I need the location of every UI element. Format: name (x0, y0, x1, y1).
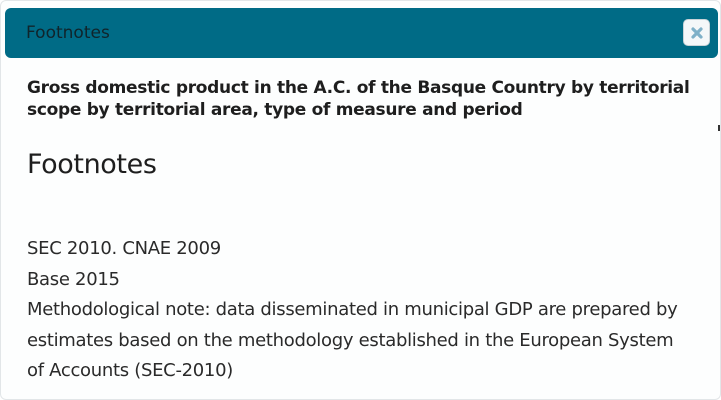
footnote-line: estimates based on the methodology estab… (27, 329, 674, 351)
footnote-line: of Accounts (SEC-2010) (27, 360, 233, 381)
footnotes-list: SEC 2010. CNAE 2009 Base 2015 Methodolog… (27, 234, 707, 387)
table-title: Gross domestic product in the A.C. of th… (27, 78, 690, 120)
section-heading: Footnotes (27, 149, 157, 180)
close-button[interactable] (683, 19, 710, 46)
footnote-line: Methodological note: data disseminated i… (27, 299, 678, 320)
dialog-titlebar[interactable]: Footnotes (5, 8, 718, 58)
close-x-icon (690, 26, 703, 39)
footnote-line: Base 2015 (27, 268, 120, 290)
dialog-title: Footnotes (26, 23, 110, 43)
dialog-content: Gross domestic product in the A.C. of th… (27, 77, 707, 387)
resize-edge-marker (718, 125, 720, 131)
footnote-line: SEC 2010. CNAE 2009 (27, 238, 221, 259)
